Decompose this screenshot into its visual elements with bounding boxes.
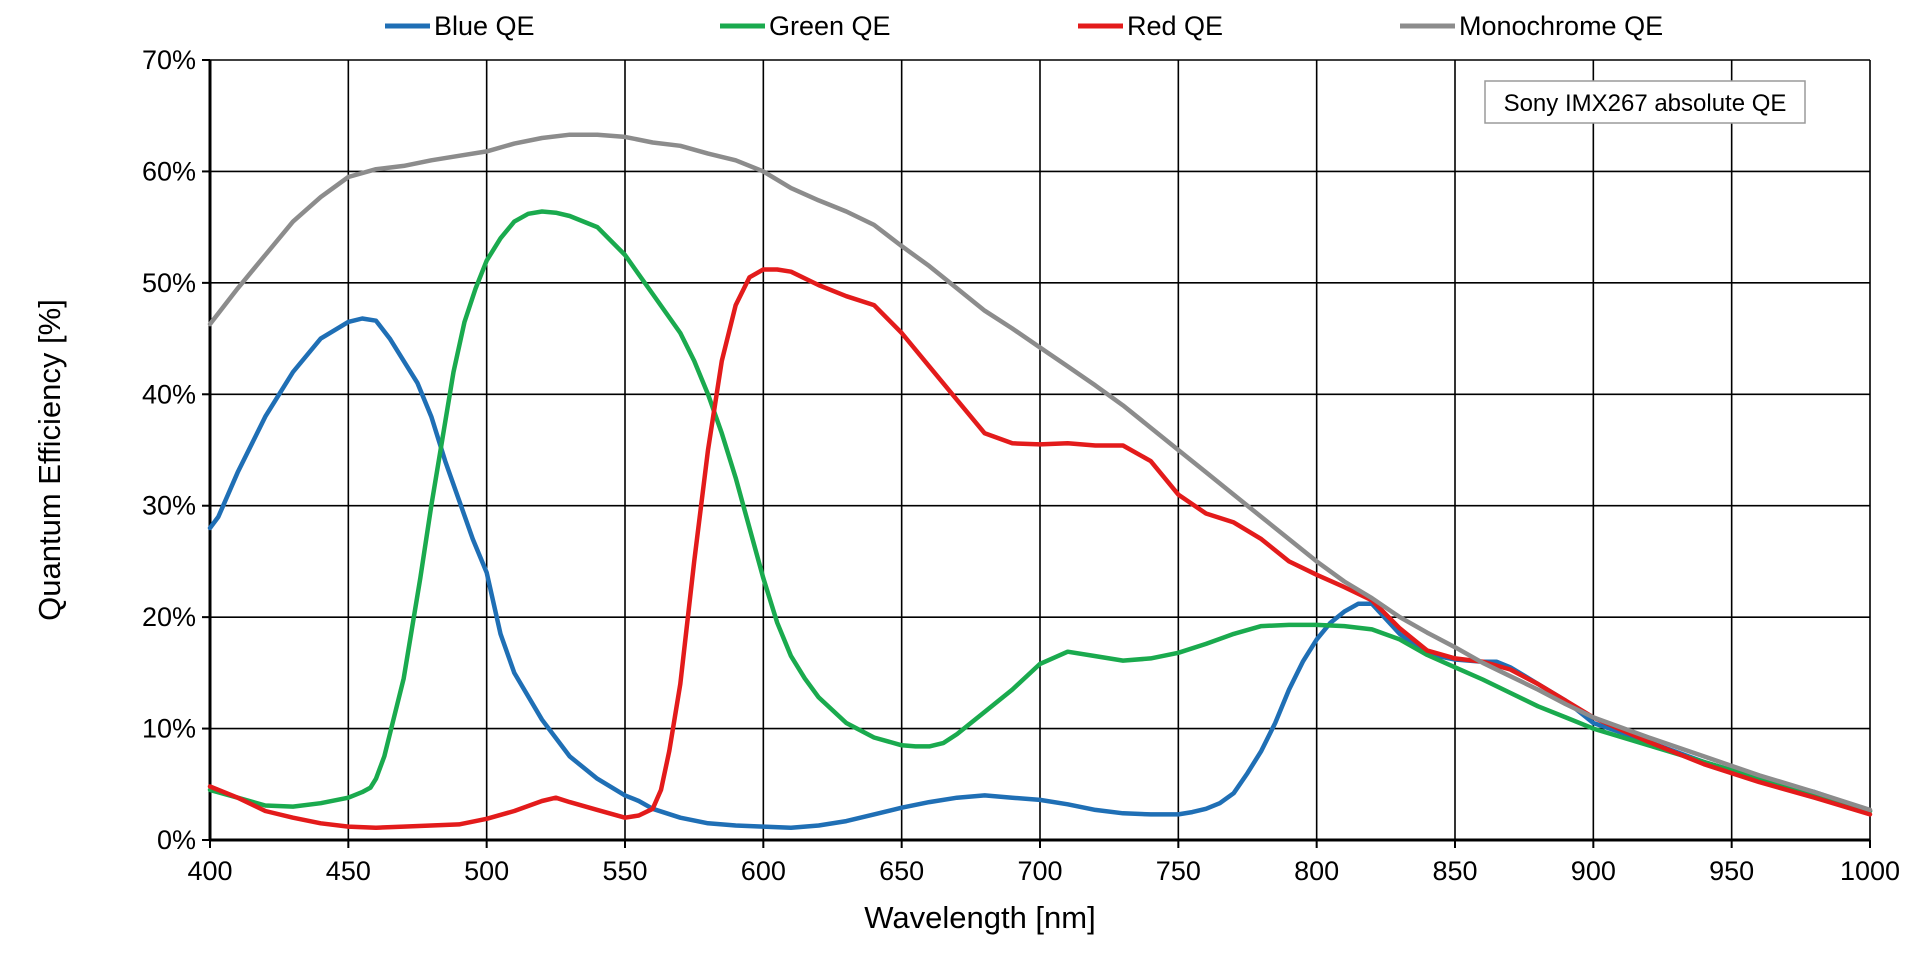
x-axis-title: Wavelength [nm] xyxy=(864,900,1095,935)
x-tick-label-450: 450 xyxy=(326,856,371,886)
annotation: Sony IMX267 absolute QE xyxy=(1484,80,1806,124)
series-line-monochrome-qe xyxy=(207,132,1873,813)
series-line-red-qe xyxy=(207,267,1873,830)
x-tick-label-900: 900 xyxy=(1571,856,1616,886)
series-line-green-qe xyxy=(207,209,1873,814)
legend-item-blue: Blue QE xyxy=(385,11,535,41)
y-axis-title: Quantum Efficiency [%] xyxy=(32,299,67,621)
y-tick-label-50: 50% xyxy=(142,268,196,298)
legend-label-monochrome: Monochrome QE xyxy=(1459,11,1663,41)
x-tick-label-550: 550 xyxy=(602,856,647,886)
y-tick-label-0: 0% xyxy=(157,825,196,855)
x-tick-label-1000: 1000 xyxy=(1840,856,1900,886)
annotation-text: Sony IMX267 absolute QE xyxy=(1504,90,1787,117)
series-lines xyxy=(207,132,1873,830)
tick-labels: 0% 10% 20% 30% 40% 50% 60% 70% 400 450 500 550 600 65… xyxy=(142,45,1900,886)
x-tick-label-700: 700 xyxy=(1017,856,1062,886)
legend-label-red: Red QE xyxy=(1127,11,1223,41)
x-tick-label-400: 400 xyxy=(187,856,232,886)
legend-item-monochrome: Monochrome QE xyxy=(1400,11,1663,41)
x-tick-label-750: 750 xyxy=(1156,856,1201,886)
x-tick-label-850: 850 xyxy=(1432,856,1477,886)
y-tick-label-60: 60% xyxy=(142,156,196,186)
y-tick-label-40: 40% xyxy=(142,379,196,409)
axes xyxy=(202,59,1871,848)
y-tick-label-30: 30% xyxy=(142,491,196,521)
legend-label-blue: Blue QE xyxy=(434,11,535,41)
legend-item-red: Red QE xyxy=(1078,11,1223,41)
x-tick-label-600: 600 xyxy=(741,856,786,886)
annotation-box xyxy=(1484,80,1806,124)
legend-item-green: Green QE xyxy=(720,11,891,41)
x-tick-label-950: 950 xyxy=(1709,856,1754,886)
x-tick-label-650: 650 xyxy=(879,856,924,886)
legend-label-green: Green QE xyxy=(769,11,891,41)
y-tick-label-10: 10% xyxy=(142,714,196,744)
y-tick-label-20: 20% xyxy=(142,602,196,632)
y-tick-label-70: 70% xyxy=(142,45,196,75)
x-tick-label-500: 500 xyxy=(464,856,509,886)
legend: Blue QE Green QE Red QE Monochrome QE xyxy=(385,11,1663,41)
x-tick-label-800: 800 xyxy=(1294,856,1339,886)
